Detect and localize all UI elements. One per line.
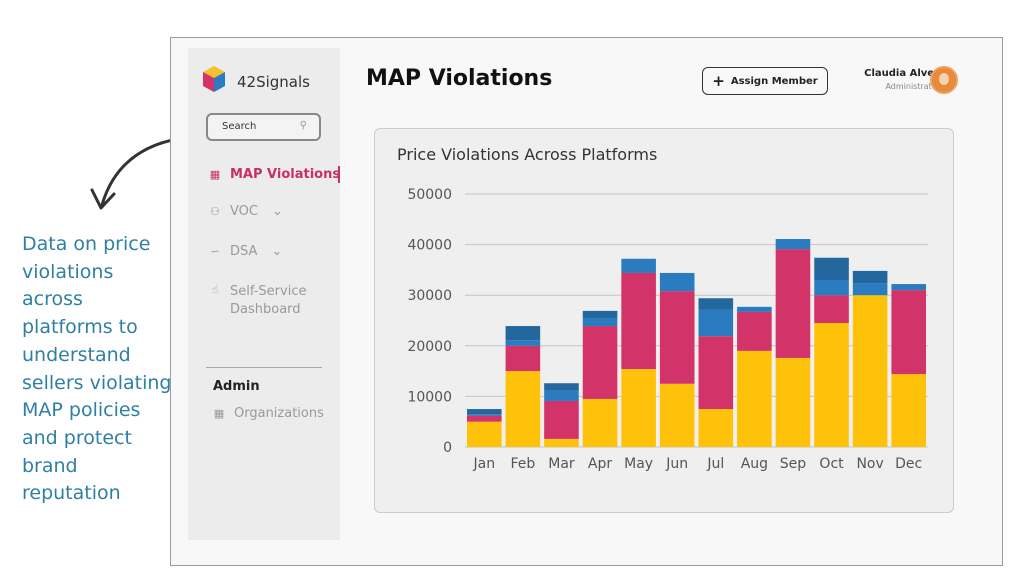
bar-segment (544, 383, 579, 391)
chevron-down-icon: ⌄ (271, 204, 283, 219)
bar-segment (505, 345, 541, 372)
nav-label: Organizations (234, 406, 324, 421)
y-tick-label: 50000 (407, 187, 452, 203)
search-icon: ⚲ (299, 120, 307, 131)
bar-segment (505, 326, 541, 341)
sidebar-item-self-service-dashboard[interactable]: ☝ Self-Service Dashboard (208, 283, 320, 319)
grid-icon: ▦ (209, 168, 221, 181)
assign-member-button[interactable]: + Assign Member (702, 67, 828, 95)
bar-segment (698, 336, 734, 410)
y-tick-label: 10000 (407, 389, 452, 405)
bar-segment (659, 272, 695, 292)
sidebar-item-organizations[interactable]: ▦ Organizations (212, 406, 324, 421)
bar-segment (505, 371, 541, 447)
caption-text: Data on price violations across platform… (22, 233, 172, 505)
sidebar-item-voc[interactable]: ⚇ VOC ⌄ (208, 204, 283, 219)
bar-segment (737, 350, 772, 447)
bar-segment (698, 309, 734, 337)
x-tick-label: Jan (472, 456, 495, 472)
bar-segment (814, 257, 849, 281)
button-label: Assign Member (730, 75, 818, 87)
bar-segment (544, 438, 579, 447)
bar-segment (698, 298, 734, 310)
nav-label: Self-Service Dashboard (230, 284, 307, 317)
bar-segment (814, 323, 849, 447)
sidebar-item-map-violations[interactable]: ▦ MAP Violations (208, 167, 340, 182)
x-tick-label: Feb (510, 456, 535, 472)
line-chart-icon: ∽ (210, 245, 220, 258)
bar-segment (891, 290, 926, 375)
bar-segment (582, 398, 618, 447)
bar-segment (775, 249, 811, 358)
sidebar-item-dsa[interactable]: ∽ DSA ⌄ (208, 244, 282, 259)
avatar[interactable] (930, 66, 958, 94)
bar-segment (467, 415, 502, 422)
grid-icon: ▦ (213, 407, 225, 420)
y-tick-label: 0 (443, 440, 452, 456)
brand-name: 42Signals (237, 73, 310, 91)
y-tick-label: 20000 (407, 339, 452, 355)
search-placeholder: Search (222, 121, 257, 132)
active-indicator (338, 166, 340, 183)
x-tick-label: Oct (819, 456, 844, 472)
bar-segment (582, 326, 618, 399)
x-tick-label: Apr (588, 456, 612, 472)
x-tick-label: Jul (706, 456, 724, 472)
bar-segment (621, 369, 656, 447)
bar-segment (621, 258, 656, 273)
plus-icon: + (712, 72, 725, 90)
bar-segment (467, 421, 502, 447)
admin-section-label: Admin (213, 379, 260, 394)
bar-segment (775, 239, 811, 250)
chart-title: Price Violations Across Platforms (397, 145, 658, 164)
bar-segment (659, 383, 695, 447)
x-tick-label: Dec (895, 456, 922, 472)
x-tick-label: Mar (548, 456, 575, 472)
bar-segment (737, 306, 772, 312)
bar-segment (582, 317, 618, 327)
nav-label: DSA (230, 244, 258, 259)
page-title: MAP Violations (366, 66, 553, 91)
user-name: Claudia Alves (864, 68, 940, 79)
bar-segment (582, 310, 618, 318)
stacked-bar-chart: 0 10000 20000 30000 40000 50000 Jan Feb Mar Apr Ma… (407, 187, 928, 472)
pointer-icon: ☝ (211, 283, 219, 296)
x-tick-label: Sep (780, 456, 807, 472)
bar-segment (852, 295, 888, 447)
bar-segment (814, 280, 849, 296)
bar-segment (659, 291, 695, 384)
nav-label: VOC (230, 204, 258, 219)
bar-segment (737, 311, 772, 351)
users-icon: ⚇ (210, 205, 220, 218)
bar-segment (505, 340, 541, 346)
user-info: Claudia Alves Administrator (864, 68, 940, 91)
nav-label: MAP Violations (230, 167, 341, 182)
search-input[interactable]: Search ⚲ (206, 113, 321, 141)
bar-segment (467, 414, 502, 416)
user-role: Administrator (885, 82, 940, 91)
chevron-down-icon: ⌄ (271, 244, 283, 259)
bar-segment (544, 400, 579, 439)
sidebar-divider (206, 367, 322, 368)
x-tick-label: Aug (741, 456, 768, 472)
bar-segment (698, 409, 734, 447)
y-tick-label: 40000 (407, 238, 452, 254)
bar-segment (467, 409, 502, 415)
x-tick-label: Jun (665, 456, 688, 472)
bar-segment (775, 357, 811, 447)
42signals-logo (203, 66, 225, 92)
bar-segment (814, 295, 849, 324)
bar-segment (852, 270, 888, 284)
bar-segment (544, 390, 579, 401)
bar-segment (891, 284, 926, 291)
x-tick-label: May (624, 456, 653, 472)
bar-segment (621, 272, 656, 370)
bar-segment (852, 283, 888, 296)
x-tick-label: Nov (856, 456, 883, 472)
bar-segment (891, 374, 926, 447)
y-tick-label: 30000 (407, 288, 452, 304)
